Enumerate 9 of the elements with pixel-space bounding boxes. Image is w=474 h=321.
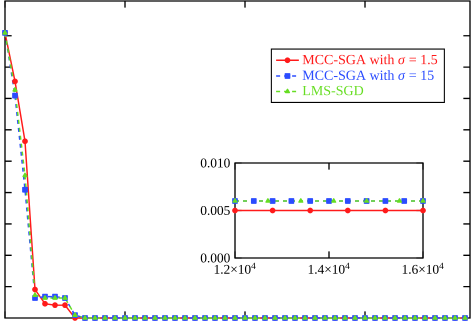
x-tick-label: 1.2×10$^{4}$ <box>214 262 256 274</box>
legend-label: LMS-SGD <box>302 86 364 96</box>
x-tick-label: 1.6×10$^{4}$ <box>402 262 444 274</box>
y-tick-label: 0.000 <box>200 253 230 263</box>
x-tick-label: 1.4×10$^{4}$ <box>308 262 350 274</box>
y-tick-label: 0.005 <box>200 206 230 216</box>
legend-label: MCC-SGA with σ = 15 <box>302 70 434 80</box>
y-tick-label: 0.010 <box>200 158 230 168</box>
legend-label: MCC-SGA with σ = 1.5 <box>302 54 438 64</box>
